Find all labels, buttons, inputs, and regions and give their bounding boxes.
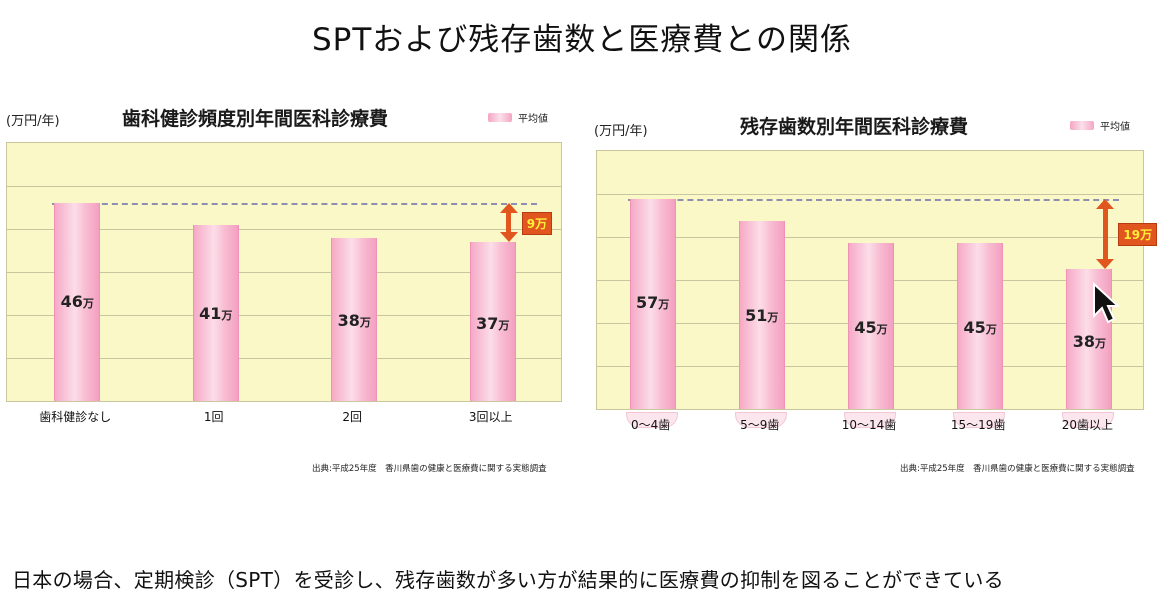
bar: 38万: [1066, 268, 1113, 409]
category-label: 3回以上: [468, 410, 513, 424]
legend: 平均値: [488, 110, 548, 125]
bar-value-label: 45万: [854, 317, 888, 337]
legend-swatch: [488, 113, 512, 122]
category-label: 10〜14歯: [841, 418, 897, 432]
plot-area: 57万 51万 45万 45万 38万 19万: [596, 150, 1158, 410]
bar-value-label: 38万: [1072, 331, 1107, 351]
category-label: 0〜4歯: [630, 418, 671, 432]
bar: 37万: [469, 241, 516, 401]
grid-line: [7, 272, 561, 273]
difference-arrow: [499, 203, 518, 242]
grid-line: [7, 229, 561, 230]
bar-value-label: 45万: [963, 317, 997, 337]
chart-panel-remaining-teeth: (万円/年) 残存歯数別年間医科診療費 平均値 57万 51万 45万 45万 38万 1…: [590, 82, 1164, 477]
bar-value-label: 37万: [476, 313, 510, 333]
grid-line: [7, 315, 561, 316]
y-unit-label: (万円/年): [6, 114, 60, 129]
category-label: 歯科健診なし: [39, 410, 112, 424]
category-label: 2回: [342, 410, 363, 424]
bar-value-label: 51万: [745, 305, 779, 325]
category-label: 20歯以上: [1061, 418, 1114, 432]
bar: 45万: [848, 243, 894, 409]
legend-swatch: [1070, 121, 1094, 130]
plot-area: 46万 41万 38万 37万 9万: [6, 142, 562, 402]
bar: 46万: [54, 203, 101, 401]
grid-line: [597, 237, 1143, 238]
difference-badge: 19万: [1118, 222, 1158, 246]
legend-label: 平均値: [518, 114, 548, 125]
bar: 57万: [629, 198, 676, 409]
bar: 41万: [192, 224, 239, 401]
bar-value-label: 57万: [635, 293, 670, 313]
slide-caption: 日本の場合、定期検診（SPT）を受診し、残存歯数が多い方が結果的に医療費の抑制を…: [12, 568, 1004, 592]
slide-title: SPTおよび残存歯数と医療費との関係: [312, 22, 852, 58]
mouse-pointer-icon: [1093, 282, 1120, 324]
difference-badge: 9万: [521, 211, 553, 235]
grid-line: [7, 358, 561, 359]
y-unit-label: (万円/年): [594, 124, 648, 139]
reference-dashed-line: [627, 198, 1119, 201]
grid-line: [7, 186, 561, 187]
bar: 45万: [957, 243, 1004, 409]
chart-title: 歯科健診頻度別年間医科診療費: [122, 108, 389, 130]
legend-label: 平均値: [1100, 122, 1130, 133]
category-label: 1回: [203, 410, 224, 424]
bar-value-label: 46万: [60, 292, 94, 312]
bar-value-label: 38万: [337, 311, 371, 331]
category-label: 15〜19歯: [950, 418, 1006, 432]
difference-arrow: [1096, 198, 1115, 269]
source-note: 出典:平成25年度 香川県歯の健康と医療費に関する実態調査: [312, 464, 547, 474]
legend: 平均値: [1070, 118, 1130, 133]
grid-line: [597, 194, 1143, 195]
category-label: 5〜9歯: [740, 418, 780, 432]
bar-value-label: 41万: [199, 304, 233, 324]
bar: 38万: [331, 237, 378, 401]
chart-panel-checkup-frequency: (万円/年) 歯科健診頻度別年間医科診療費 平均値 46万 41万 38万 37万 9万…: [0, 82, 590, 477]
reference-dashed-line: [52, 203, 537, 206]
bar: 51万: [738, 221, 785, 409]
source-note: 出典:平成25年度 香川県歯の健康と医療費に関する実態調査: [900, 464, 1135, 474]
chart-title: 残存歯数別年間医科診療費: [740, 116, 969, 138]
